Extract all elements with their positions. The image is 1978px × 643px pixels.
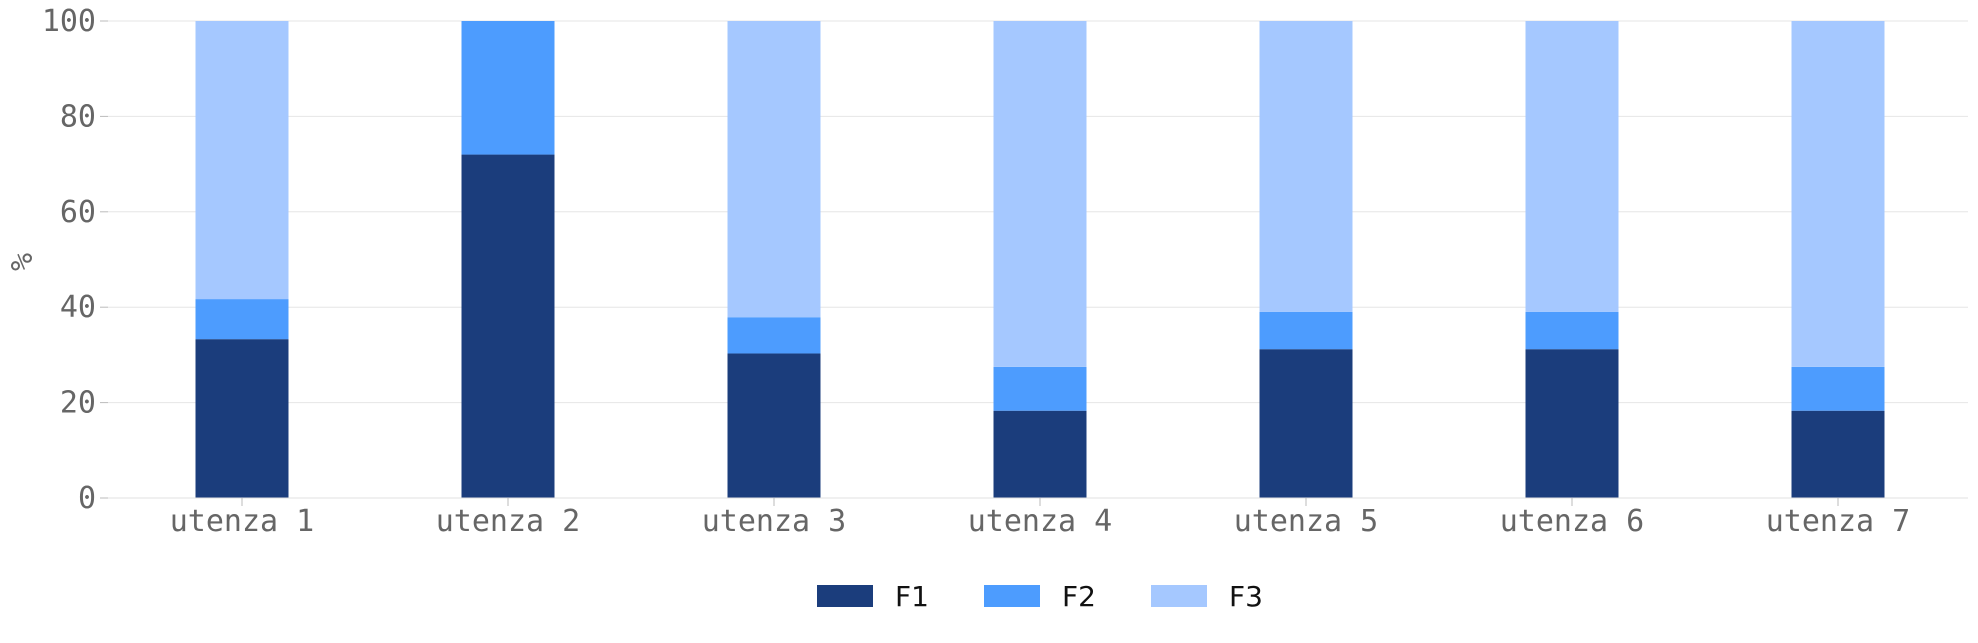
y-tick-label: 80 <box>60 99 96 134</box>
legend-item-f3: F3 <box>1151 580 1263 613</box>
x-tick-label: utenza 5 <box>1234 504 1379 539</box>
y-axis-label: % <box>5 253 40 271</box>
x-tick-label: utenza 3 <box>702 504 847 539</box>
legend-label: F3 <box>1229 580 1263 613</box>
bar-segment-f2 <box>727 317 821 354</box>
bar-segment-f1 <box>993 410 1087 498</box>
bar-segment-f3 <box>1525 21 1619 312</box>
bar-segment-f3 <box>195 21 289 300</box>
y-tick-label: 100 <box>42 4 96 39</box>
axes: 0 20 40 60 80 100 utenza 1 utenza 2 utenza 3 uten… <box>42 4 1968 539</box>
bar-segment-f2 <box>1259 311 1353 350</box>
bar-segment-f2 <box>1525 311 1619 350</box>
legend-item-f2: F2 <box>984 580 1096 613</box>
legend-swatch <box>817 585 873 607</box>
bar-segment-f3 <box>1791 21 1885 367</box>
y-tick-label: 40 <box>60 290 96 325</box>
bar-segment-f3 <box>1259 21 1353 312</box>
bar-segment-f3 <box>993 21 1087 367</box>
bar-segment-f1 <box>461 154 555 498</box>
x-tick-label: utenza 6 <box>1500 504 1645 539</box>
bar-segment-f1 <box>1259 349 1353 498</box>
bar-segment-f2 <box>195 299 289 340</box>
legend-item-f1: F1 <box>817 580 929 613</box>
y-tick-label: 20 <box>60 386 96 421</box>
bar-segment-f1 <box>1525 349 1619 498</box>
y-tick-label: 60 <box>60 195 96 230</box>
legend-label: F2 <box>1062 580 1096 613</box>
legend-swatch <box>984 585 1040 607</box>
bar-segment-f3 <box>727 21 821 318</box>
bar-segment-f1 <box>1791 410 1885 498</box>
bar-segment-f2 <box>993 366 1087 411</box>
legend-swatch <box>1151 585 1207 607</box>
x-tick-label: utenza 2 <box>436 504 581 539</box>
legend: F1 F2 F3 <box>817 580 1263 613</box>
legend-label: F1 <box>895 580 929 613</box>
bar-segment-f1 <box>727 353 821 498</box>
x-tick-label: utenza 4 <box>968 504 1113 539</box>
y-tick-label: 0 <box>78 481 96 516</box>
bar-segment-f2 <box>1791 366 1885 411</box>
bar-segment-f2 <box>461 21 555 155</box>
bar-segment-f1 <box>195 339 289 498</box>
x-tick-label: utenza 7 <box>1766 504 1911 539</box>
x-tick-label: utenza 1 <box>170 504 315 539</box>
bars <box>195 21 1885 498</box>
